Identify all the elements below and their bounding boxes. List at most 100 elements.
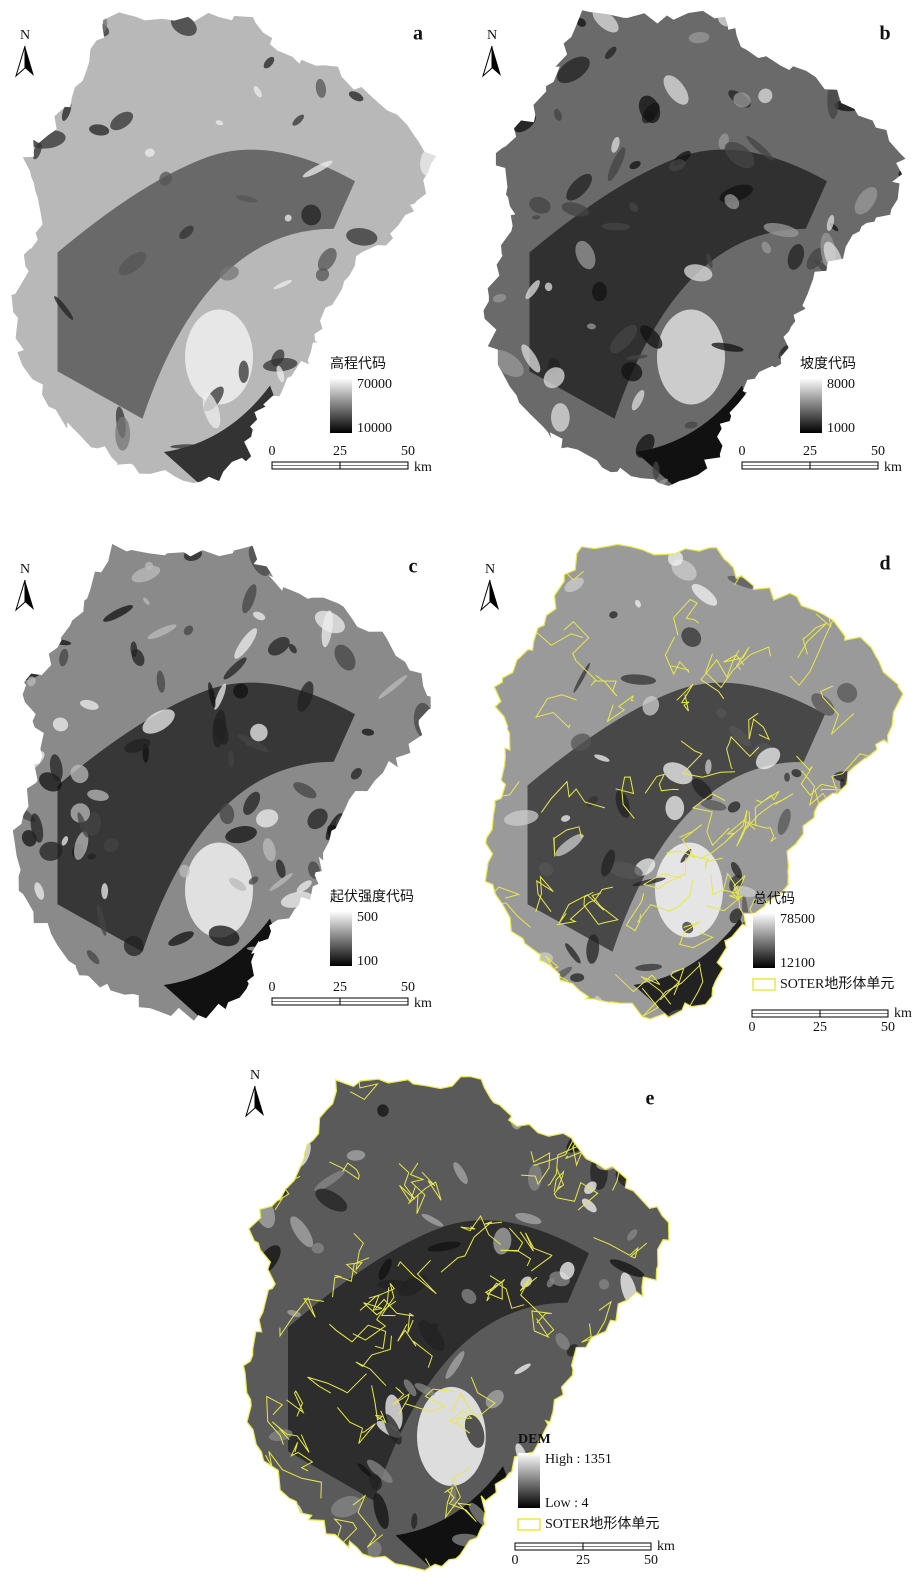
panel-label: d (879, 553, 890, 575)
terrain-patch (892, 54, 914, 83)
terrain-patch (874, 386, 884, 399)
map-panel: dN总代码7850012100SOTER地形体单元02550km (447, 521, 922, 1041)
terrain-patch (385, 809, 418, 815)
terrain-patch (247, 946, 284, 954)
terrain-patch (347, 1556, 379, 1576)
legend-low: 1000 (827, 421, 855, 436)
legend-high: 70000 (357, 377, 392, 392)
legend-boundary-label: SOTER地形体单元 (545, 1516, 659, 1532)
legend-high: High : 1351 (545, 1452, 612, 1467)
legend-ramp (518, 1453, 540, 1508)
scale-tick-label: 0 (512, 1553, 519, 1568)
legend-low: Low : 4 (545, 1496, 589, 1511)
terrain-patch (764, 394, 781, 405)
map-panel: cN起伏强度代码50010002550km (9, 539, 446, 1030)
north-arrow (25, 580, 34, 610)
unit-boundary (841, 781, 877, 831)
terrain-patch (283, 946, 319, 986)
terrain-patch (856, 235, 874, 268)
terrain-patch (845, 69, 856, 106)
scale-tick-label: 0 (269, 980, 276, 995)
terrain-patch (287, 932, 301, 950)
terrain-patch (648, 1077, 654, 1084)
terrain-patch (816, 471, 844, 497)
terrain-patch (888, 121, 900, 142)
terrain-patch (507, 443, 537, 468)
unit-boundary (648, 1428, 671, 1456)
terrain-patch (391, 938, 404, 956)
north-label: N (485, 562, 495, 577)
scale-tick-label: 50 (401, 444, 415, 459)
terrain-patch (387, 584, 421, 607)
scale-tick-label: 0 (739, 444, 746, 459)
panel-label: a (413, 23, 423, 45)
terrain-patch (750, 405, 766, 427)
legend-ramp (330, 911, 352, 966)
terrain-patch (289, 539, 324, 562)
terrain-patch (855, 546, 867, 563)
terrain-patch (893, 101, 915, 121)
terrain-patch (834, 308, 844, 317)
unit-boundary (465, 663, 491, 696)
north-arrow (16, 580, 25, 610)
terrain-patch (413, 341, 423, 354)
unit-boundary (261, 1102, 285, 1171)
terrain-patch (615, 1340, 632, 1366)
terrain-patch (295, 1545, 318, 1578)
terrain-patch (509, 599, 545, 623)
legend-high: 78500 (780, 912, 815, 927)
legend-ramp (753, 913, 775, 968)
north-label: N (250, 1068, 260, 1083)
legend-low: 100 (357, 954, 378, 969)
north-arrow (16, 46, 25, 76)
terrain-patch (848, 259, 865, 275)
legend-low: 10000 (357, 421, 392, 436)
terrain-patch (428, 590, 446, 608)
terrain-patch (477, 238, 498, 259)
scale-tick-label: 50 (871, 444, 885, 459)
unit-boundary (476, 929, 515, 957)
terrain-patch (630, 1459, 640, 1492)
terrain-patch (494, 566, 532, 591)
terrain-patch (798, 538, 833, 559)
legend-ramp (800, 378, 822, 433)
terrain-patch (498, 207, 510, 232)
terrain-patch (778, 419, 793, 431)
legend-ramp (330, 378, 352, 433)
terrain-patch (536, 1085, 548, 1097)
terrain-patch (838, 436, 868, 463)
terrain-patch (851, 859, 883, 874)
terrain-patch (350, 584, 384, 601)
unit-boundary (854, 880, 869, 919)
unit-boundary (839, 900, 884, 957)
terrain-patch (405, 276, 422, 295)
panel-label: c (409, 556, 418, 578)
scale-unit: km (414, 460, 432, 475)
terrain-patch (495, 432, 530, 450)
terrain-patch (596, 1095, 617, 1131)
unit-boundary (494, 1066, 525, 1102)
terrain-patch (380, 61, 396, 80)
terrain-patch (239, 360, 249, 383)
terrain-patch (318, 1564, 328, 1576)
terrain-patch (385, 27, 414, 52)
north-label: N (20, 562, 30, 577)
terrain-patch (806, 562, 823, 596)
terrain-patch (847, 1001, 882, 1041)
terrain-patch (562, 548, 573, 555)
scale-tick-label: 0 (269, 444, 276, 459)
terrain-patch (865, 363, 878, 382)
terrain-patch (546, 1565, 556, 1576)
terrain-patch (811, 539, 848, 567)
legend-title: 坡度代码 (800, 356, 856, 372)
unit-boundary (447, 774, 494, 802)
terrain-patch (259, 455, 293, 491)
terrain-patch (53, 561, 68, 575)
terrain-patch (894, 342, 913, 365)
terrain-patch (407, 260, 435, 290)
terrain-patch (479, 102, 509, 126)
terrain-patch (368, 609, 398, 622)
terrain-patch (617, 1342, 633, 1355)
terrain-patch (856, 255, 883, 285)
terrain-patch (414, 47, 426, 52)
